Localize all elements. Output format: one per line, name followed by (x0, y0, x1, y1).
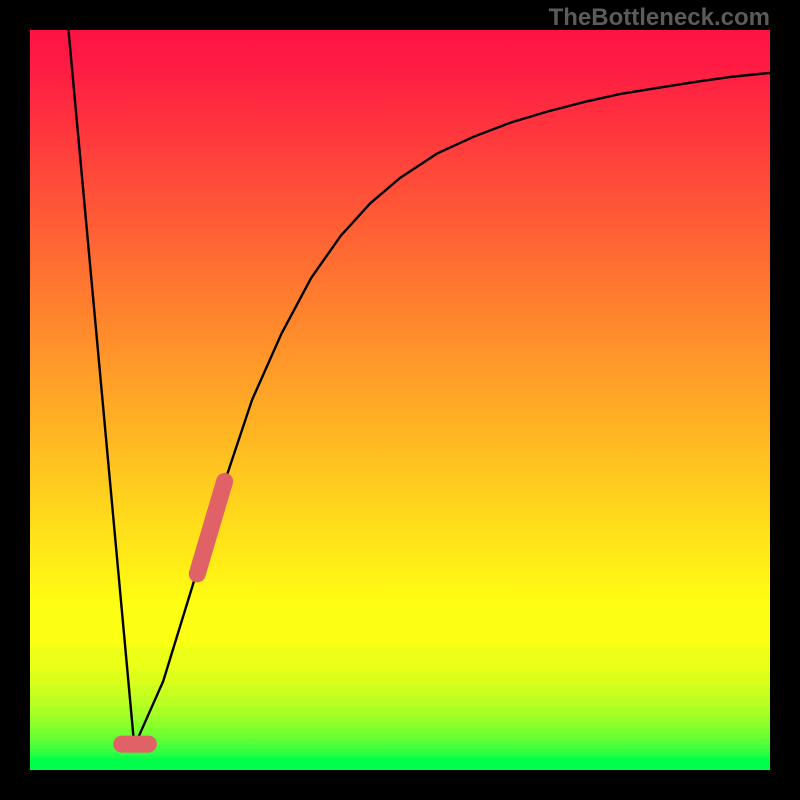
bottleneck-chart (30, 30, 770, 770)
watermark-text: TheBottleneck.com (549, 4, 770, 32)
chart-background (30, 30, 770, 770)
chart-canvas (30, 30, 770, 770)
